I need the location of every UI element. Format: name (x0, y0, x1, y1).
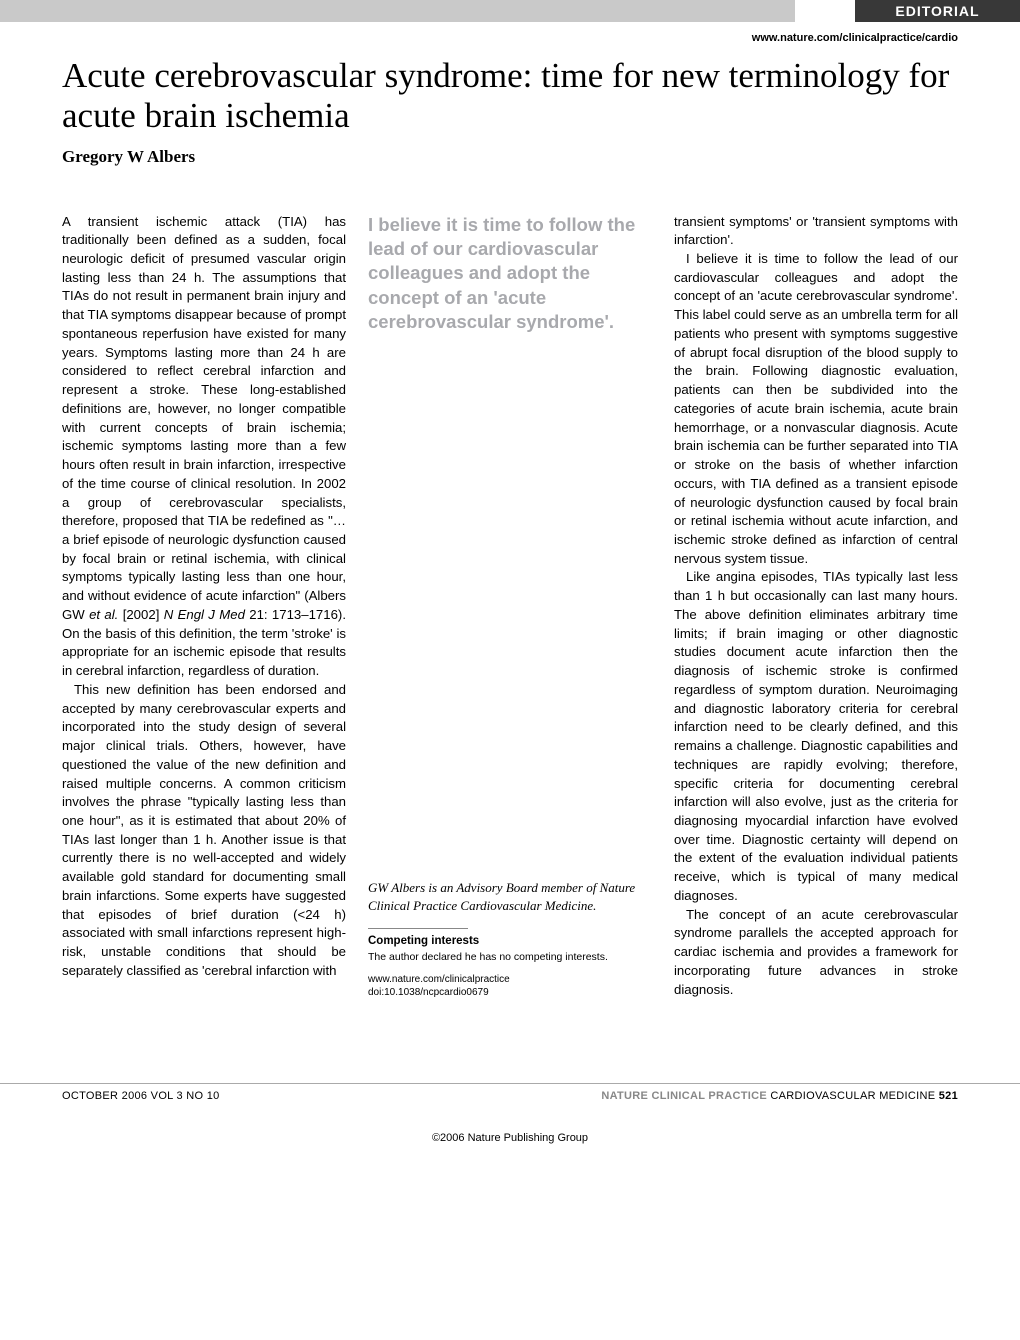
ref-authors: et al. (89, 607, 118, 622)
footer-journal-sub: CARDIOVASCULAR MEDICINE (770, 1090, 938, 1102)
column-1: A transient ischemic attack (TIA) has tr… (62, 213, 346, 1000)
doi-value: doi:10.1038/ncpcardio0679 (368, 987, 652, 1000)
competing-interests-heading: Competing interests (368, 933, 652, 949)
page-footer: OCTOBER 2006 VOL 3 NO 10 NATURE CLINICAL… (0, 1083, 1020, 1102)
article-title: Acute cerebrovascular syndrome: time for… (62, 56, 958, 137)
journal-url: www.nature.com/clinicalpractice/cardio (0, 22, 1020, 44)
article-content: Acute cerebrovascular syndrome: time for… (0, 44, 1020, 999)
footer-page-number: 521 (939, 1090, 958, 1102)
author-bio: GW Albers is an Advisory Board member of… (368, 879, 652, 914)
footer-right: NATURE CLINICAL PRACTICE CARDIOVASCULAR … (601, 1090, 958, 1102)
col3-para1: transient symptoms' or 'transient sympto… (674, 213, 958, 250)
pullquote: I believe it is time to follow the lead … (368, 213, 652, 335)
col3-para2: I believe it is time to follow the lead … (674, 250, 958, 568)
doi-block: www.nature.com/clinicalpractice doi:10.1… (368, 974, 652, 999)
article-author: Gregory W Albers (62, 147, 958, 167)
header-bar: EDITORIAL (0, 0, 1020, 22)
footer-journal-name: NATURE CLINICAL PRACTICE (601, 1090, 770, 1102)
col1-para1: A transient ischemic attack (TIA) has tr… (62, 213, 346, 681)
col1-para2: This new definition has been endorsed an… (62, 681, 346, 981)
col3-para4: The concept of an acute cerebrovascular … (674, 906, 958, 1000)
column-2: I believe it is time to follow the lead … (368, 213, 652, 1000)
column-2-footer: GW Albers is an Advisory Board member of… (368, 879, 652, 999)
doi-url: www.nature.com/clinicalpractice (368, 974, 652, 987)
col3-para3: Like angina episodes, TIAs typically las… (674, 568, 958, 905)
footer-left: OCTOBER 2006 VOL 3 NO 10 (62, 1090, 220, 1102)
copyright-text: ©2006 Nature Publishing Group (432, 1132, 588, 1144)
ref-journal: N Engl J Med (164, 607, 245, 622)
header-bar-right: EDITORIAL (855, 0, 1020, 22)
header-bar-left (0, 0, 795, 22)
col1-p1-a: A transient ischemic attack (TIA) has tr… (62, 214, 346, 622)
ref-year: [2002] (118, 607, 163, 622)
section-label: EDITORIAL (895, 3, 979, 19)
copyright-line: ©2006 Nature Publishing Group (0, 1132, 1020, 1144)
competing-interests-body: The author declared he has no competing … (368, 951, 652, 965)
body-columns: A transient ischemic attack (TIA) has tr… (62, 213, 958, 1000)
column-3: transient symptoms' or 'transient sympto… (674, 213, 958, 1000)
bio-divider (368, 928, 468, 929)
